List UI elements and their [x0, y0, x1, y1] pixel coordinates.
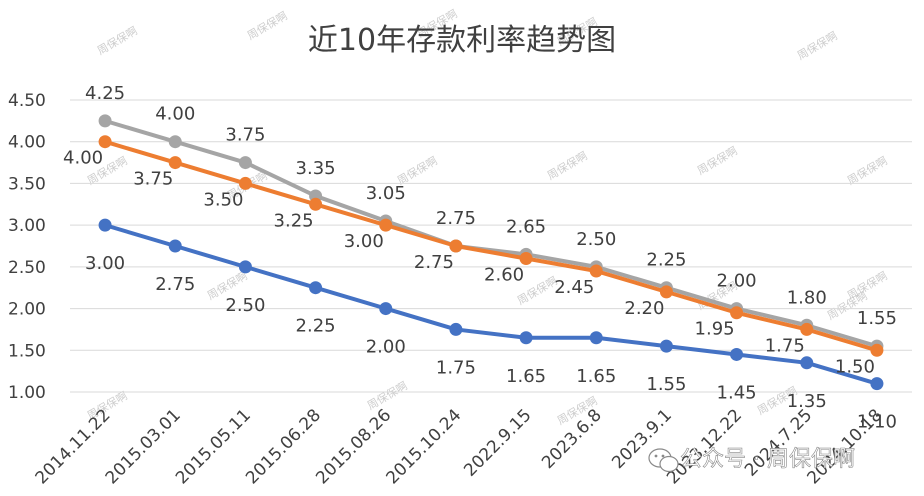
data-label: 1.65 [506, 366, 546, 387]
data-point [519, 252, 533, 266]
data-label: 1.95 [695, 319, 735, 340]
series-line-1 [104, 139, 878, 353]
watermark-text: 周保保啊 [545, 148, 590, 182]
watermark-text: 周保保啊 [795, 28, 840, 62]
data-label: 2.00 [366, 337, 406, 358]
data-label: 1.55 [857, 308, 897, 329]
data-label: 2.25 [646, 250, 686, 271]
data-label: 2.65 [506, 216, 546, 237]
data-label: 4.00 [155, 104, 195, 125]
data-label: 2.75 [436, 208, 476, 229]
data-point [309, 281, 323, 295]
data-label: 4.00 [63, 148, 103, 169]
data-labels: 4.25 4.00 3.75 3.35 3.05 2.75 2.65 2.50 2.25 2.00… [63, 83, 897, 433]
data-point [449, 239, 463, 253]
y-tick-label: 3.00 [8, 216, 46, 236]
data-point [98, 114, 112, 128]
watermark-text: 周保保啊 [95, 23, 140, 57]
watermark-text: 周保保啊 [245, 8, 290, 42]
data-label: 1.45 [717, 382, 757, 403]
brand-text: 公众号 · 周保保啊 [680, 447, 855, 472]
data-label: 1.75 [765, 335, 805, 356]
data-label: 2.50 [225, 295, 265, 316]
data-label: 2.75 [414, 252, 454, 273]
data-label: 2.75 [155, 274, 195, 295]
data-point [449, 322, 463, 336]
series-layer [98, 114, 884, 391]
data-point [800, 322, 814, 336]
data-label: 2.50 [576, 229, 616, 250]
y-tick-label: 2.50 [8, 258, 46, 278]
data-label: 3.75 [225, 125, 265, 146]
data-label: 1.55 [646, 374, 686, 395]
chart-title: 近10年存款利率趋势图 [308, 23, 616, 58]
watermark-text: 周保保啊 [365, 378, 410, 412]
y-tick-label: 3.50 [8, 174, 46, 194]
data-label: 3.25 [274, 210, 314, 231]
y-tick-label: 4.00 [8, 133, 46, 153]
data-point [168, 135, 182, 149]
data-point [589, 264, 603, 278]
data-point [730, 306, 744, 320]
y-tick-label: 1.00 [8, 383, 46, 403]
y-axis: 1.00 1.50 2.00 2.50 3.00 3.50 4.00 4.50 [8, 91, 46, 403]
x-tick-label: 2015.10.24 [382, 405, 465, 488]
data-label: 2.45 [554, 277, 594, 298]
data-label: 1.65 [576, 366, 616, 387]
data-point [238, 176, 252, 190]
data-point [238, 260, 252, 274]
data-point [870, 343, 884, 357]
data-label: 3.50 [203, 189, 243, 210]
data-point [98, 135, 112, 149]
series-line-2 [104, 223, 878, 386]
data-label: 3.35 [296, 158, 336, 179]
data-label: 3.05 [366, 183, 406, 204]
data-label: 1.35 [787, 391, 827, 412]
data-point [659, 285, 673, 299]
data-label: 2.20 [624, 298, 664, 319]
data-label: 1.80 [787, 287, 827, 308]
series-line-0 [104, 118, 878, 349]
brand-watermark: 公众号 · 周保保啊 [648, 447, 855, 473]
data-label: 2.60 [484, 265, 524, 286]
data-point [589, 331, 603, 345]
y-tick-label: 2.00 [8, 300, 46, 320]
data-point [730, 347, 744, 361]
data-point [168, 239, 182, 253]
data-point [238, 156, 252, 170]
data-label: 1.50 [835, 356, 875, 377]
data-point [519, 331, 533, 345]
watermark-text: 周保保啊 [845, 153, 890, 187]
data-point [870, 377, 884, 391]
data-label: 2.25 [296, 316, 336, 337]
watermark-text: 周保保啊 [695, 143, 740, 177]
data-point [168, 156, 182, 170]
data-point [659, 339, 673, 353]
gridlines [70, 99, 912, 393]
y-tick-label: 4.50 [8, 91, 46, 111]
y-tick-label: 1.50 [8, 341, 46, 361]
data-label: 3.00 [344, 231, 384, 252]
data-label: 3.75 [133, 169, 173, 190]
data-point [379, 218, 393, 232]
data-label: 1.10 [857, 412, 897, 433]
data-label: 4.25 [85, 83, 125, 104]
data-point [379, 302, 393, 316]
data-label: 3.00 [85, 253, 125, 274]
data-point [309, 197, 323, 211]
data-point [800, 356, 814, 370]
x-tick-label: 2022.9.15 [460, 405, 535, 480]
data-point [98, 218, 112, 232]
data-label: 2.00 [717, 271, 757, 292]
data-label: 1.75 [436, 357, 476, 378]
wechat-icon [648, 448, 679, 473]
